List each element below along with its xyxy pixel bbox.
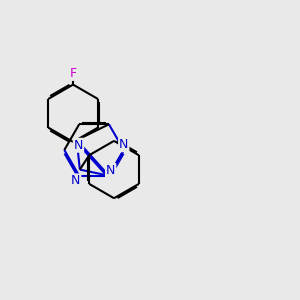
Text: F: F [70,67,76,80]
Text: N: N [106,164,115,177]
Text: N: N [119,138,128,151]
Text: N: N [71,175,80,188]
Text: N: N [74,139,83,152]
